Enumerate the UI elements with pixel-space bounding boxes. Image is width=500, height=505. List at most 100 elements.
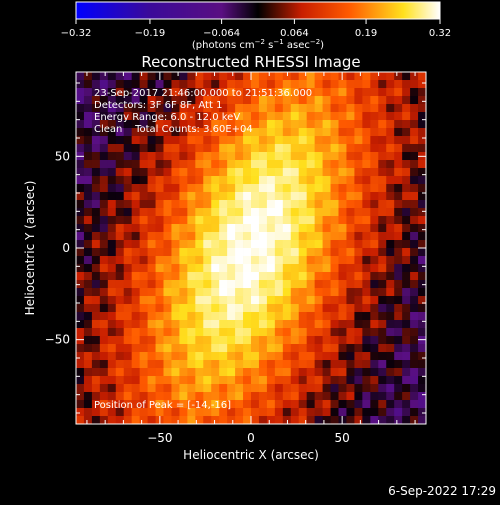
heatmap-cell bbox=[83, 200, 93, 209]
heatmap-cell bbox=[211, 408, 220, 417]
heatmap-cell bbox=[139, 168, 148, 177]
heatmap-cell bbox=[330, 144, 339, 153]
heatmap-cell bbox=[171, 384, 180, 393]
heatmap-cell bbox=[107, 128, 117, 137]
heatmap-cell bbox=[274, 136, 284, 145]
heatmap-cell bbox=[219, 144, 228, 153]
heatmap-cell bbox=[290, 200, 300, 209]
heatmap-cell bbox=[227, 240, 236, 249]
heatmap-cell bbox=[322, 136, 331, 145]
heatmap-cell bbox=[386, 176, 395, 185]
heatmap-cell bbox=[179, 264, 188, 273]
heatmap-cell bbox=[386, 272, 395, 281]
heatmap-cell bbox=[83, 112, 93, 121]
heatmap-cell bbox=[274, 408, 284, 417]
heatmap-cell bbox=[235, 248, 244, 257]
heatmap-cell bbox=[107, 216, 117, 225]
heatmap-cell bbox=[243, 256, 252, 265]
heatmap-cell bbox=[131, 248, 141, 257]
heatmap-cell bbox=[83, 360, 93, 369]
heatmap-cell bbox=[410, 416, 419, 424]
heatmap-cell bbox=[298, 272, 308, 281]
info-line-time: 23-Sep-2017 21:46:00.000 to 21:51:36.000 bbox=[94, 88, 312, 99]
heatmap-cell bbox=[83, 128, 93, 137]
heatmap-cell bbox=[251, 120, 260, 129]
heatmap-cell bbox=[243, 112, 252, 121]
heatmap-cell bbox=[107, 280, 117, 289]
heatmap-cell bbox=[362, 264, 371, 273]
heatmap-cell bbox=[76, 88, 85, 97]
heatmap-cell bbox=[370, 320, 379, 329]
heatmap-cell bbox=[139, 224, 148, 233]
heatmap-cell bbox=[322, 232, 331, 241]
heatmap-cell bbox=[91, 352, 101, 361]
heatmap-cell bbox=[155, 88, 164, 97]
heatmap-cell bbox=[219, 360, 228, 369]
heatmap-cell bbox=[402, 192, 411, 201]
heatmap-cell bbox=[362, 144, 371, 153]
heatmap-cell bbox=[402, 384, 411, 393]
heatmap-cell bbox=[76, 360, 85, 369]
heatmap-cell bbox=[258, 384, 268, 393]
heatmap-cell bbox=[394, 104, 403, 113]
heatmap-cell bbox=[402, 200, 411, 209]
heatmap-cell bbox=[282, 160, 292, 169]
heatmap-cell bbox=[227, 120, 236, 129]
heatmap-cell bbox=[235, 272, 244, 281]
heatmap-cell bbox=[203, 88, 212, 97]
heatmap-cell bbox=[227, 128, 236, 137]
heatmap-cell bbox=[163, 272, 172, 281]
heatmap-cell bbox=[219, 208, 228, 217]
heatmap-cell bbox=[362, 128, 371, 137]
heatmap-cell bbox=[402, 280, 411, 289]
heatmap-cell bbox=[211, 128, 220, 137]
heatmap-cell bbox=[410, 360, 419, 369]
heatmap-cell bbox=[266, 336, 276, 345]
heatmap-cell bbox=[282, 272, 292, 281]
heatmap-cell bbox=[346, 80, 355, 89]
heatmap-cell bbox=[410, 104, 419, 113]
heatmap-cell bbox=[306, 80, 316, 89]
heatmap-cell bbox=[370, 208, 379, 217]
heatmap-cell bbox=[243, 104, 252, 113]
heatmap-cell bbox=[219, 88, 228, 97]
heatmap-cell bbox=[115, 80, 125, 89]
heatmap-cell bbox=[362, 272, 371, 281]
heatmap-cell bbox=[378, 168, 387, 177]
heatmap-cell bbox=[107, 96, 117, 105]
heatmap-cell bbox=[243, 128, 252, 137]
heatmap-cell bbox=[346, 200, 355, 209]
heatmap-cell bbox=[362, 72, 371, 81]
heatmap-cell bbox=[314, 400, 323, 409]
heatmap-cell bbox=[91, 392, 101, 401]
heatmap-cell bbox=[187, 160, 196, 169]
heatmap-cell bbox=[139, 184, 148, 193]
heatmap-cell bbox=[76, 240, 85, 249]
heatmap-cell bbox=[394, 296, 403, 305]
heatmap-cell bbox=[410, 72, 419, 81]
heatmap-cell bbox=[290, 248, 300, 257]
heatmap-cell bbox=[330, 224, 339, 233]
heatmap-cell bbox=[314, 280, 323, 289]
heatmap-cell bbox=[219, 248, 228, 257]
heatmap-cell bbox=[195, 208, 204, 217]
heatmap-cell bbox=[402, 160, 411, 169]
heatmap-cell bbox=[123, 400, 133, 409]
heatmap-cell bbox=[227, 232, 236, 241]
heatmap-cell bbox=[306, 352, 316, 361]
heatmap-cell bbox=[171, 240, 180, 249]
heatmap-cell bbox=[195, 256, 204, 265]
heatmap-cell bbox=[338, 288, 347, 297]
heatmap-cell bbox=[370, 96, 379, 105]
heatmap-cell bbox=[91, 360, 101, 369]
heatmap-cell bbox=[354, 248, 363, 257]
heatmap-cell bbox=[171, 96, 180, 105]
heatmap-cell bbox=[211, 112, 220, 121]
heatmap-cell bbox=[235, 88, 244, 97]
heatmap-cell bbox=[179, 168, 188, 177]
heatmap-cell bbox=[290, 184, 300, 193]
heatmap-cell bbox=[163, 192, 172, 201]
heatmap-cell bbox=[83, 352, 93, 361]
heatmap-cell bbox=[163, 88, 172, 97]
heatmap-cell bbox=[235, 344, 244, 353]
